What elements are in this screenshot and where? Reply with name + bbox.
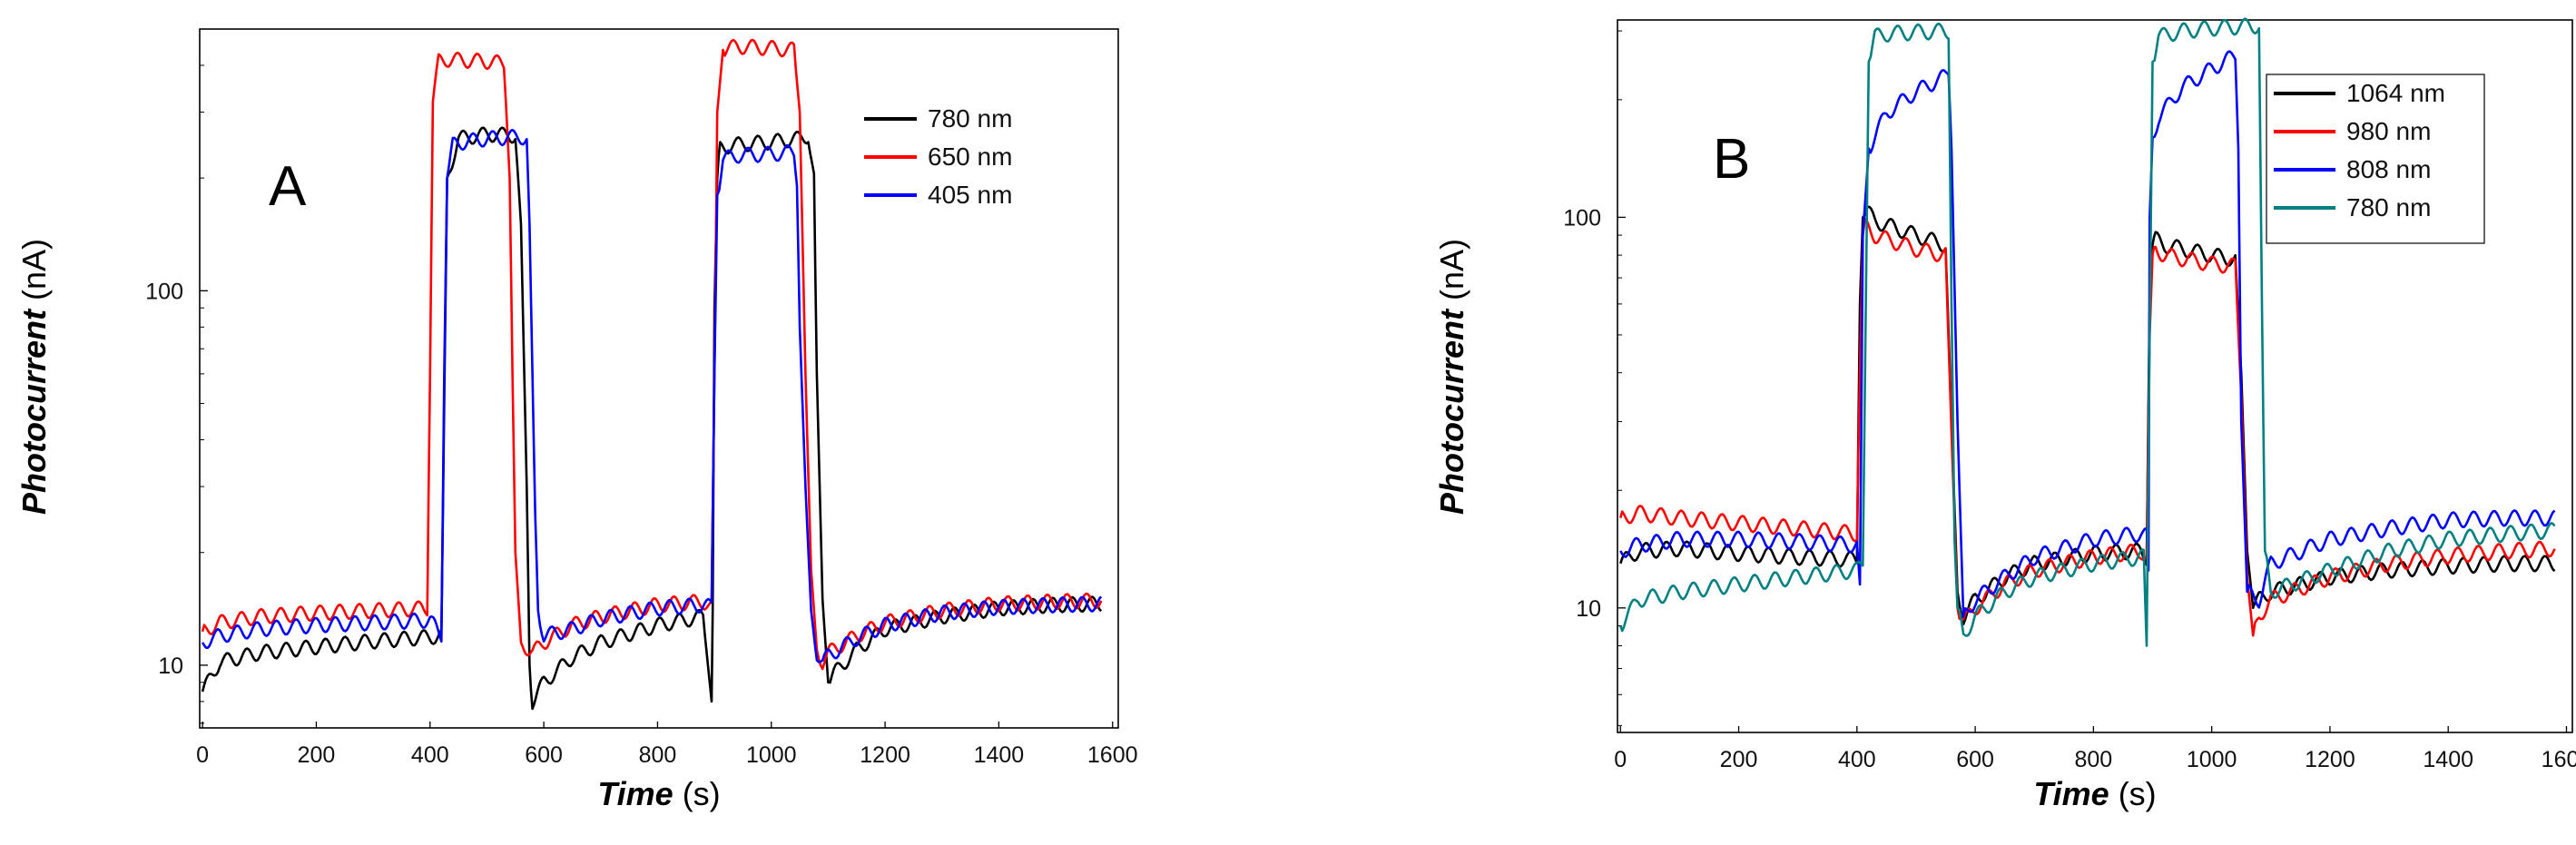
plot-frame [1617, 19, 2573, 733]
x-axis-label: Time (s) [597, 775, 720, 812]
legend: 780 nm 650 nm 405 nm [864, 104, 1012, 209]
plot-frame [199, 28, 1119, 729]
x-tick-label: 600 [1956, 747, 1994, 772]
series-line-808-nm [1619, 50, 2556, 618]
legend-entry-label: 780 nm [2346, 193, 2431, 221]
panel-label: B [1713, 128, 1750, 191]
series-line-1064-nm [1619, 205, 2556, 626]
series-line-650-nm [201, 38, 1103, 671]
x-tick-label: 0 [1614, 747, 1627, 772]
series-line-405-nm [201, 128, 1103, 663]
legend: 1064 nm 980 nm 808 nm 780 nm [2266, 74, 2485, 244]
x-tick-label: 400 [1838, 747, 1876, 772]
panel-label: A [269, 155, 307, 218]
series-line-780-nm [1619, 17, 2556, 647]
y-tick-label: 10 [1576, 596, 1601, 622]
x-tick-label: 400 [411, 742, 449, 768]
x-tick-label: 1600 [1087, 742, 1138, 768]
x-tick-label: 800 [639, 742, 677, 768]
legend-entry-label: 980 nm [2346, 117, 2431, 145]
x-tick-label: 1600 [2542, 747, 2576, 772]
legend-entry-label: 780 nm [928, 104, 1012, 133]
y-axis-label: Photocurrent (nA) [1433, 239, 1470, 515]
x-tick-label: 800 [2075, 747, 2113, 772]
x-tick-label: 1000 [746, 742, 797, 768]
x-tick-label: 1000 [2187, 747, 2237, 772]
y-tick-label: 100 [145, 279, 183, 304]
x-tick-label: 1400 [2423, 747, 2473, 772]
y-axis-label-unit: (nA) [15, 239, 53, 310]
y-tick-label: 100 [1563, 205, 1601, 231]
y-tick-label: 10 [158, 653, 183, 679]
legend-entry-label: 808 nm [2346, 155, 2431, 183]
y-axis-label-unit: (nA) [1433, 239, 1470, 310]
legend-entry-label: 1064 nm [2346, 79, 2445, 107]
x-tick-label: 1200 [860, 742, 910, 768]
y-axis-label-main: Photocurrent [15, 308, 53, 515]
series-line-780-nm [201, 126, 1103, 711]
x-tick-label: 0 [196, 742, 209, 768]
x-tick-label: 1400 [974, 742, 1025, 768]
legend-box [2266, 74, 2485, 244]
chart-panel-B: 0 200 400 600 800 1000 1200 1400 1600 10 100 B 1064 … [1433, 17, 2576, 812]
y-axis-label-main: Photocurrent [1433, 308, 1470, 515]
x-axis-label-unit: (s) [2109, 775, 2157, 812]
x-axis-label-unit: (s) [673, 775, 721, 812]
x-tick-label: 200 [298, 742, 336, 768]
y-axis-label: Photocurrent (nA) [15, 239, 53, 515]
legend-entry-label: 405 nm [928, 181, 1012, 209]
x-tick-label: 200 [1720, 747, 1758, 772]
x-axis-label-main: Time [2033, 775, 2109, 812]
x-axis-label: Time (s) [2033, 775, 2156, 812]
x-tick-label: 600 [525, 742, 563, 768]
x-tick-label: 1200 [2305, 747, 2355, 772]
chart-panel-A: 0 200 400 600 800 1000 1200 1400 1600 10 100 A 780 n… [15, 28, 1138, 812]
legend-entry-label: 650 nm [928, 142, 1012, 171]
x-axis-label-main: Time [597, 775, 673, 812]
